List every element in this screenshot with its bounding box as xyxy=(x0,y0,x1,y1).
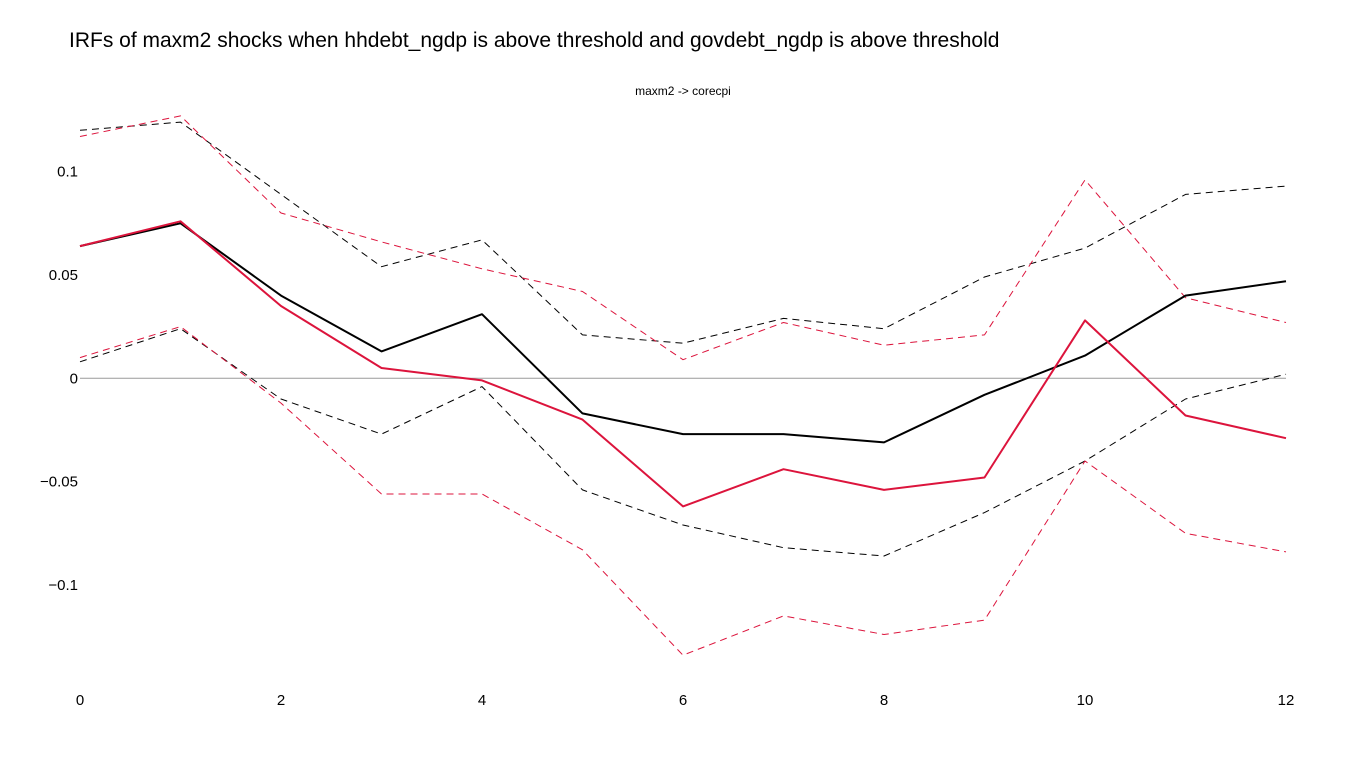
x-tick-label: 0 xyxy=(76,692,84,709)
y-tick-label: −0.1 xyxy=(48,577,78,594)
y-tick-label: 0.1 xyxy=(57,164,78,181)
x-tick-label: 2 xyxy=(277,692,285,709)
x-tick-label: 4 xyxy=(478,692,486,709)
black-band-line-2 xyxy=(79,328,1287,557)
y-tick-label: 0.05 xyxy=(49,267,78,284)
chart-title: IRFs of maxm2 shocks when hhdebt_ngdp is… xyxy=(69,29,1000,52)
red-irf-line-3 xyxy=(79,220,1287,508)
red-band-line-4 xyxy=(79,115,1287,361)
x-tick-label: 6 xyxy=(679,692,687,709)
black-irf-line-0 xyxy=(79,222,1287,444)
x-tick-label: 10 xyxy=(1077,692,1094,709)
y-tick-label: 0 xyxy=(70,370,78,387)
black-band-line-1 xyxy=(79,121,1287,344)
x-tick-label: 8 xyxy=(880,692,888,709)
y-tick-label: −0.05 xyxy=(40,474,78,491)
red-band-line-5 xyxy=(79,326,1287,656)
x-tick-label: 12 xyxy=(1278,692,1295,709)
chart-subtitle: maxm2 -> corecpi xyxy=(635,84,731,98)
